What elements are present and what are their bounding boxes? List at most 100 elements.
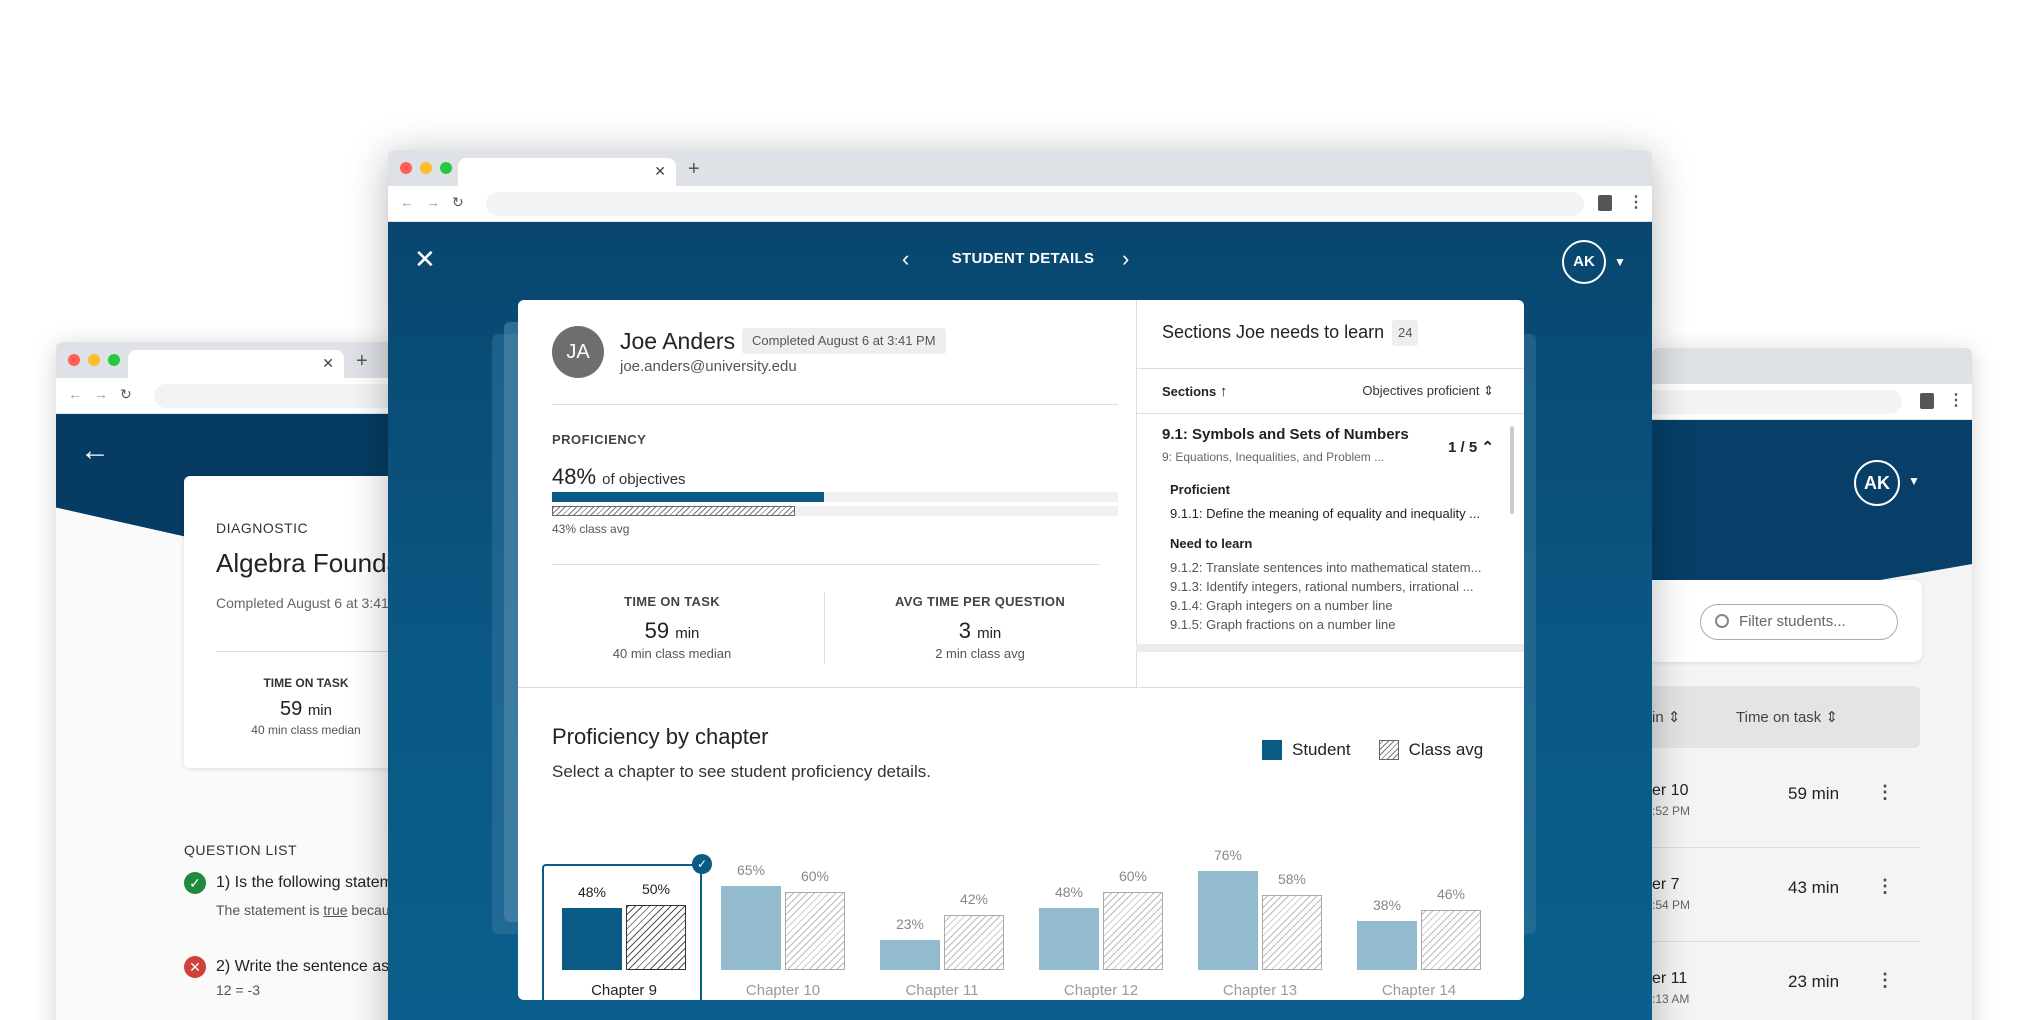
avg-time-value: 3 min xyxy=(860,618,1100,644)
chapter-label[interactable]: Chapter 9 xyxy=(591,982,657,999)
address-bar[interactable] xyxy=(486,192,1584,216)
sections-title: Sections Joe needs to learn xyxy=(1162,322,1385,342)
sections-scrollbar[interactable] xyxy=(1510,426,1514,514)
sort-sections-button[interactable]: Sections ↑ xyxy=(1162,383,1227,400)
time-on-task-value: 59 min xyxy=(552,618,792,644)
table-row[interactable]: er 7 :54 PM 43 min ⋮ xyxy=(1652,848,1920,942)
forward-icon[interactable]: → xyxy=(426,194,440,210)
user-avatar[interactable]: AK xyxy=(1854,460,1900,506)
section-list-end xyxy=(1136,644,1524,652)
row-chapter: er 11 xyxy=(1652,970,1688,987)
need-group-label: Need to learn xyxy=(1170,536,1253,551)
question-answer: The statement is true because xyxy=(216,902,396,918)
more-icon[interactable]: ⋮ xyxy=(1876,876,1894,896)
close-tab-icon[interactable]: ✕ xyxy=(322,355,334,371)
question-item[interactable]: ✕ 2) Write the sentence as an equation 1… xyxy=(184,956,396,998)
forward-icon[interactable]: → xyxy=(94,386,108,402)
student-bar[interactable] xyxy=(1039,907,1099,970)
browser-tab[interactable]: ✕ xyxy=(128,350,344,378)
check-icon: ✓ xyxy=(184,872,206,894)
answer-suffix: because xyxy=(351,902,396,918)
time-column-header[interactable]: Time on task ⇕ xyxy=(1736,709,1839,726)
new-tab-icon[interactable]: + xyxy=(356,350,368,372)
next-student-icon[interactable]: › xyxy=(1122,246,1130,271)
student-value-label: 76% xyxy=(1213,847,1243,864)
student-bar[interactable] xyxy=(1357,920,1417,970)
class-avg-bar[interactable] xyxy=(1421,910,1481,970)
new-tab-icon[interactable]: + xyxy=(688,158,700,180)
student-value-label: 23% xyxy=(895,916,925,933)
user-avatar[interactable]: AK xyxy=(1562,240,1606,284)
browser-tab[interactable]: ✕ xyxy=(458,158,676,186)
browser-menu-icon[interactable]: ⋮ xyxy=(1948,392,1964,409)
close-window-button[interactable] xyxy=(68,354,80,366)
caret-down-icon[interactable]: ▼ xyxy=(1614,255,1626,269)
class-avg-label: 43% class avg xyxy=(552,522,630,536)
student-bar[interactable] xyxy=(562,907,622,970)
more-icon[interactable]: ⋮ xyxy=(1876,782,1894,802)
maximize-window-button[interactable] xyxy=(440,162,452,174)
chapter-label[interactable]: Chapter 11 xyxy=(905,982,979,999)
student-value-label: 65% xyxy=(736,861,766,878)
row-time: :52 PM xyxy=(1652,804,1691,818)
question-title: 1) Is the following statement true? xyxy=(216,874,396,891)
student-proficiency-fill xyxy=(552,492,824,502)
proficient-group-label: Proficient xyxy=(1170,482,1230,497)
nav-buttons: ← → ↻ xyxy=(400,194,464,211)
student-value-label: 48% xyxy=(577,883,607,900)
back-icon[interactable]: ← xyxy=(68,386,82,402)
student-value-label: 38% xyxy=(1372,896,1402,913)
class-proficiency-track xyxy=(552,506,1118,516)
stat-divider xyxy=(824,592,825,664)
student-bar[interactable] xyxy=(880,940,940,970)
filter-students-input[interactable]: Filter students... xyxy=(1700,604,1898,640)
chapter-label[interactable]: Chapter 12 xyxy=(1063,982,1139,999)
extension-icon[interactable] xyxy=(1598,195,1612,211)
reload-icon[interactable]: ↻ xyxy=(120,386,132,402)
student-bar[interactable] xyxy=(1198,871,1258,970)
sort-objectives-button[interactable]: Objectives proficient ⇕ xyxy=(1362,383,1494,399)
completed-badge: Completed August 6 at 3:41 PM xyxy=(742,328,946,354)
objective-item: 9.1.4: Graph integers on a number line xyxy=(1170,598,1393,613)
class-avg-bar[interactable] xyxy=(1103,892,1163,970)
back-arrow-icon[interactable]: ← xyxy=(80,434,110,467)
class-avg-bar[interactable] xyxy=(944,915,1004,970)
chapter-label[interactable]: Chapter 10 xyxy=(745,982,821,999)
close-tab-icon[interactable]: ✕ xyxy=(654,163,666,179)
section-item-fraction[interactable]: 1 / 5 ⌃ xyxy=(1448,438,1494,456)
caret-down-icon[interactable]: ▼ xyxy=(1908,474,1920,488)
browser-menu-icon[interactable]: ⋮ xyxy=(1628,194,1644,211)
table-row[interactable]: er 11 :13 AM 23 min ⋮ xyxy=(1652,942,1920,1020)
question-item[interactable]: ✓ 1) Is the following statement true? Th… xyxy=(184,872,396,918)
time-on-task-sub: 40 min class median xyxy=(612,646,732,661)
close-icon[interactable]: ✕ xyxy=(414,244,436,274)
student-bar[interactable] xyxy=(721,885,781,970)
chapter-label[interactable]: Chapter 13 xyxy=(1222,982,1298,999)
minimize-window-button[interactable] xyxy=(420,162,432,174)
chapter-label[interactable]: Chapter 14 xyxy=(1381,982,1457,999)
window-controls xyxy=(68,354,120,366)
minimize-window-button[interactable] xyxy=(88,354,100,366)
maximize-window-button[interactable] xyxy=(108,354,120,366)
divider xyxy=(552,564,1100,565)
extension-icon[interactable] xyxy=(1920,393,1934,409)
more-icon[interactable]: ⋮ xyxy=(1876,970,1894,990)
diagnostic-page: ← DIAGNOSTIC Algebra Foundations Complet… xyxy=(56,414,396,1020)
question-list-label: QUESTION LIST xyxy=(184,842,298,858)
address-bar[interactable] xyxy=(1652,390,1902,414)
section-item-title[interactable]: 9.1: Symbols and Sets of Numbers xyxy=(1162,426,1409,443)
close-window-button[interactable] xyxy=(400,162,412,174)
class-avg-bar[interactable] xyxy=(626,905,686,970)
student-details-page: ✕ ‹ STUDENT DETAILS › AK ▼ JA Joe Anders… xyxy=(388,222,1652,1020)
class-avg-bar[interactable] xyxy=(1262,894,1322,970)
reload-icon[interactable]: ↻ xyxy=(452,194,464,210)
student-value-label: 48% xyxy=(1054,883,1084,900)
address-bar[interactable] xyxy=(154,384,396,408)
previous-student-icon[interactable]: ‹ xyxy=(902,246,910,271)
class-avg-bar[interactable] xyxy=(785,892,845,970)
table-row[interactable]: er 10 :52 PM 59 min ⋮ xyxy=(1652,754,1920,848)
checkin-column-header[interactable]: in ⇕ xyxy=(1652,709,1681,726)
question-title: 2) Write the sentence as an equation xyxy=(216,958,396,975)
time-on-task-label: TIME ON TASK xyxy=(263,676,349,690)
back-icon[interactable]: ← xyxy=(400,194,414,210)
